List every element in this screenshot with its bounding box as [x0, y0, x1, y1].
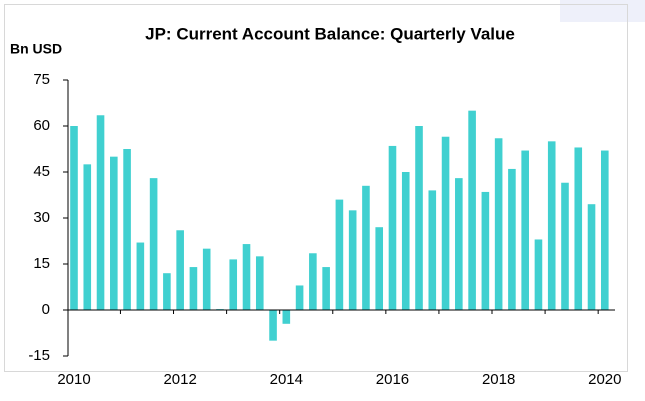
x-tick-label: 2020 — [588, 371, 621, 388]
bar — [547, 141, 556, 310]
bar — [295, 285, 304, 310]
bar — [110, 156, 118, 310]
bar — [255, 256, 264, 310]
bar — [428, 190, 437, 310]
y-tick-label: 45 — [33, 163, 50, 180]
y-tick-label: 75 — [33, 71, 50, 88]
bar — [189, 267, 198, 310]
bar — [362, 185, 370, 310]
x-tick-label: 2012 — [163, 371, 196, 388]
bar — [335, 199, 344, 310]
bar — [229, 259, 238, 310]
frame — [4, 4, 628, 372]
y-tick-label: 0 — [42, 301, 50, 318]
bar — [136, 242, 145, 310]
bar — [415, 126, 423, 310]
bar — [70, 126, 78, 310]
bar — [388, 145, 397, 310]
y-axis-unit: Bn USD — [10, 41, 62, 57]
y-tick-label: 60 — [33, 117, 50, 134]
bar — [149, 178, 158, 310]
bar — [282, 310, 291, 324]
y-tick-label: 15 — [33, 255, 50, 272]
bar — [534, 239, 543, 310]
bar — [468, 110, 476, 311]
bar — [348, 210, 357, 310]
x-tick-label: 2010 — [57, 371, 90, 388]
bar — [561, 182, 569, 310]
x-tick-label: 2014 — [270, 371, 303, 388]
bar — [375, 227, 384, 310]
corner-strip — [560, 0, 645, 22]
bar — [123, 149, 131, 310]
bar — [83, 164, 92, 310]
bar — [574, 147, 583, 310]
bar — [587, 204, 596, 310]
x-tick-label: 2016 — [376, 371, 409, 388]
chart-title: JP: Current Account Balance: Quarterly V… — [145, 24, 515, 43]
bar — [494, 138, 503, 310]
bar — [508, 168, 516, 310]
y-tick-label: -15 — [28, 347, 50, 364]
bar — [481, 191, 490, 310]
bar — [163, 273, 171, 310]
bar — [521, 150, 529, 310]
bar — [322, 267, 330, 310]
x-tick-label: 2018 — [482, 371, 515, 388]
bar — [309, 253, 317, 310]
bar — [441, 136, 450, 310]
bar — [96, 115, 105, 311]
bar — [269, 310, 277, 341]
bar — [455, 178, 463, 310]
bar — [176, 230, 184, 310]
bar — [401, 172, 410, 310]
bar — [601, 150, 609, 310]
bar — [242, 244, 251, 310]
bar — [202, 248, 211, 310]
y-tick-label: 30 — [33, 209, 50, 226]
